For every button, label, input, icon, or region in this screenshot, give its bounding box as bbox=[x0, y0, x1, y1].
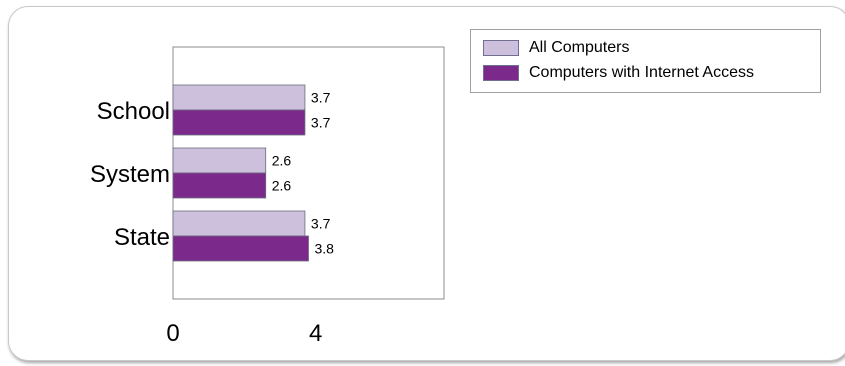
bar-system-series-0 bbox=[172, 147, 267, 174]
legend-label-internet-access: Computers with Internet Access bbox=[529, 64, 754, 81]
data-label-school-series-0: 3.7 bbox=[311, 90, 331, 106]
data-label-system-series-0: 2.6 bbox=[272, 153, 292, 169]
bar-system-series-1 bbox=[172, 172, 267, 199]
legend-item-internet-access: Computers with Internet Access bbox=[483, 63, 754, 83]
data-label-system-series-1: 2.6 bbox=[272, 178, 292, 194]
data-label-state-series-0: 3.7 bbox=[311, 216, 331, 232]
bar-school-series-0 bbox=[172, 84, 306, 111]
legend-swatch-all-computers bbox=[483, 40, 519, 56]
category-label-school: School bbox=[97, 98, 170, 125]
legend: All Computers Computers with Internet Ac… bbox=[470, 29, 821, 93]
legend-item-all-computers: All Computers bbox=[483, 38, 629, 58]
x-tick-label-0: 0 bbox=[166, 320, 179, 347]
legend-label-all-computers: All Computers bbox=[529, 39, 630, 56]
category-label-state: State bbox=[114, 224, 170, 251]
bar-school-series-1 bbox=[172, 109, 306, 136]
data-label-state-series-1: 3.8 bbox=[315, 241, 335, 257]
legend-swatch-internet-access bbox=[483, 65, 519, 81]
bar-state-series-0 bbox=[172, 210, 306, 237]
category-label-system: System bbox=[90, 161, 170, 188]
bar-state-series-1 bbox=[172, 235, 309, 262]
data-label-school-series-1: 3.7 bbox=[311, 115, 331, 131]
x-tick-label-1: 4 bbox=[309, 320, 322, 347]
